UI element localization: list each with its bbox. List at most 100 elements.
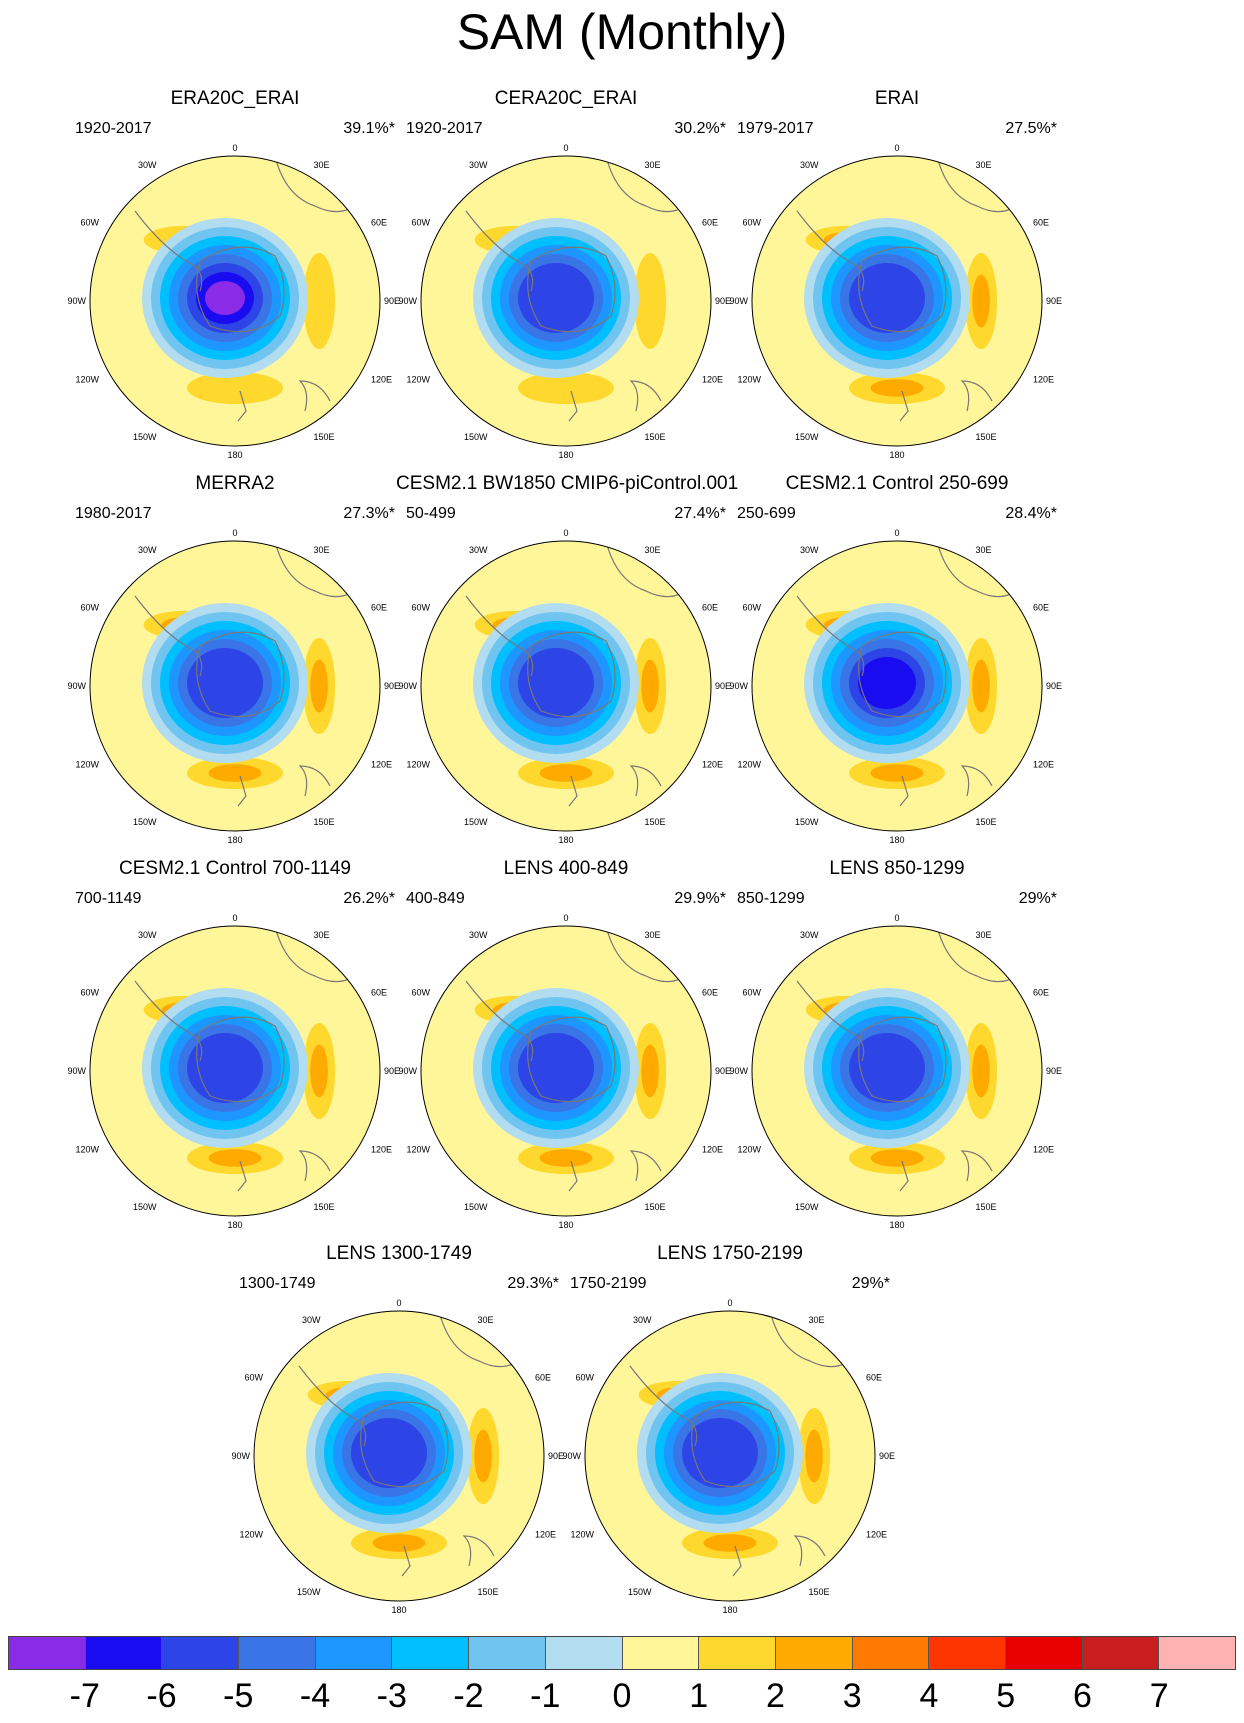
longitude-label: 60E [866, 1373, 882, 1383]
longitude-label: 150W [795, 817, 819, 827]
longitude-label: 120E [702, 1145, 723, 1155]
positive-anomaly-contour [187, 372, 283, 404]
map-border [751, 155, 1043, 447]
colorbar-tick-label: -1 [530, 1677, 561, 1715]
longitude-label: 30W [800, 160, 819, 170]
map-border [751, 925, 1043, 1217]
colorbar-tick-label: 7 [1149, 1677, 1169, 1715]
map-panel: CESM2.1 Control 700-1149 700-1149 26.2%* 0 3… [65, 858, 405, 1230]
longitude-label: 60W [411, 218, 430, 228]
positive-anomaly-contour [641, 1044, 659, 1098]
longitude-label: 150W [297, 1587, 321, 1597]
colorbar-labels: -7 -6 -5 -4 -3 -2 -1 0 1 2 3 4 5 6 7 [0, 1676, 1244, 1720]
longitude-label: 60W [80, 988, 99, 998]
colorbar-swatch [315, 1636, 393, 1670]
longitude-label: 180 [889, 1220, 904, 1230]
longitude-label: 180 [558, 1220, 573, 1230]
figure-title: SAM (Monthly) [456, 4, 788, 60]
panel-variance-pct: 27.3%* [343, 505, 395, 522]
panel-title: MERRA2 [195, 473, 275, 494]
longitude-label: 0 [232, 913, 237, 923]
panel-title: CESM2.1 Control 700-1149 [119, 858, 351, 879]
longitude-label: 150W [133, 1202, 157, 1212]
longitude-label: 120W [406, 1145, 430, 1155]
longitude-label: 180 [558, 835, 573, 845]
colorbar-tick-label: 6 [1073, 1677, 1092, 1715]
map-panel: LENS 1750-2199 1750-2199 29%* 0 30E 60E 90E 120… [560, 1243, 900, 1615]
polar-map: 0 30E 60E 90E 120E 150E 180 150W 120W 90W 60W 30W [729, 143, 1062, 460]
longitude-label: 60E [1033, 218, 1049, 228]
panel-year-range: 1979-2017 [737, 120, 814, 137]
longitude-label: 120W [75, 1145, 99, 1155]
longitude-label: 30W [138, 930, 157, 940]
longitude-label: 30E [645, 930, 661, 940]
positive-anomaly-contour [703, 1534, 757, 1552]
longitude-label: 120W [75, 375, 99, 385]
longitude-label: 60E [371, 218, 387, 228]
coastline [796, 926, 1028, 1192]
negative-anomaly-contour [849, 1033, 925, 1103]
colorbar-tick-label: 4 [919, 1677, 939, 1715]
map-panel: CESM2.1 BW1850 CMIP6-piControl.001 50-499… [396, 473, 738, 845]
longitude-label: 120W [737, 375, 761, 385]
longitude-label: 0 [894, 143, 899, 153]
colorbar-swatch [775, 1636, 853, 1670]
positive-anomaly-contour [208, 764, 262, 782]
colorbar-tick-label: -6 [146, 1677, 177, 1715]
positive-anomaly-contour [539, 764, 593, 782]
coastline [465, 156, 697, 422]
coastline [796, 541, 1028, 807]
longitude-label: 30E [976, 160, 992, 170]
longitude-label: 90W [729, 681, 748, 691]
longitude-label: 120E [702, 760, 723, 770]
panel-title: CERA20C_ERAI [494, 88, 638, 109]
longitude-label: 150E [976, 1202, 997, 1212]
longitude-label: 60E [371, 603, 387, 613]
longitude-label: 120W [570, 1530, 594, 1540]
longitude-label: 60E [535, 1373, 551, 1383]
colorbar-swatch [622, 1636, 700, 1670]
longitude-label: 90E [715, 1066, 731, 1076]
longitude-label: 120W [406, 760, 430, 770]
panel-title: LENS 1300-1749 [326, 1243, 472, 1264]
longitude-label: 0 [232, 143, 237, 153]
positive-anomaly-contour [634, 253, 667, 349]
colorbar [8, 1636, 1236, 1670]
coastline [134, 156, 366, 422]
positive-anomaly-contour [972, 274, 990, 328]
longitude-label: 120E [371, 760, 392, 770]
coastline [134, 926, 366, 1192]
longitude-label: 30W [800, 545, 819, 555]
longitude-label: 0 [894, 528, 899, 538]
longitude-label: 180 [391, 1605, 406, 1615]
longitude-label: 150E [976, 817, 997, 827]
colorbar-swatch [852, 1636, 930, 1670]
longitude-label: 90E [715, 681, 731, 691]
longitude-label: 60E [702, 988, 718, 998]
coastline [465, 541, 697, 807]
panel-variance-pct: 26.2%* [343, 890, 395, 907]
longitude-label: 90W [398, 1066, 417, 1076]
longitude-label: 150W [133, 817, 157, 827]
longitude-label: 120E [535, 1530, 556, 1540]
colorbar-swatch [239, 1636, 316, 1670]
longitude-label: 120W [239, 1530, 263, 1540]
negative-anomaly-contour [849, 263, 925, 333]
longitude-label: 0 [727, 1298, 732, 1308]
map-panel: LENS 400-849 400-849 29.9%* 0 30E 60E 90E 120E 1… [396, 858, 736, 1230]
positive-anomaly-contour [372, 1534, 426, 1552]
map-panel: MERRA2 1980-2017 27.3%* 0 30E 60E 90E 120E 150E 1… [65, 473, 405, 845]
longitude-label: 180 [227, 835, 242, 845]
panel-year-range: 50-499 [406, 505, 456, 522]
panel-year-range: 700-1149 [75, 890, 142, 907]
longitude-label: 60E [1033, 603, 1049, 613]
longitude-label: 150W [795, 432, 819, 442]
longitude-label: 30E [314, 930, 330, 940]
polar-map: 0 30E 60E 90E 120E 150E 180 150W 120W 90W 60W 30W [398, 913, 731, 1230]
colorbar-tick-label: 1 [689, 1677, 709, 1715]
longitude-label: 90E [1046, 296, 1062, 306]
colorbar-swatch [1082, 1636, 1160, 1670]
panel-year-range: 1750-2199 [570, 1275, 647, 1292]
map-border [89, 925, 381, 1217]
colorbar-swatch [469, 1636, 546, 1670]
